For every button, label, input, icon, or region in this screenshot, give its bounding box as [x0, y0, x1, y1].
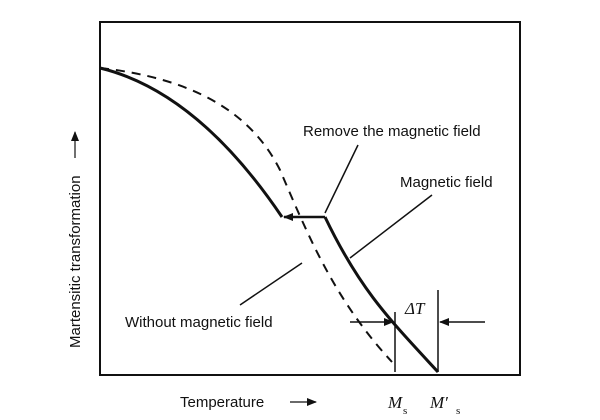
leader: [324, 144, 359, 214]
temperature-mark-sub: s: [456, 405, 460, 417]
curve-field-upper: [99, 66, 284, 218]
temperature-mark: M: [387, 393, 403, 412]
annotation: Remove the magnetic field: [303, 123, 481, 140]
frame: [99, 21, 521, 376]
curve-without-field: [99, 67, 393, 363]
annotation: ΔT: [404, 299, 426, 318]
leader: [239, 262, 303, 306]
curve-field-lower: [323, 216, 440, 374]
annotation: Magnetic field: [400, 174, 493, 191]
temperature-mark: M′: [429, 393, 448, 412]
y-axis-label: Martensitic transformation: [67, 175, 84, 348]
annotation: Without magnetic field: [125, 314, 273, 331]
temperature-mark-sub: s: [403, 405, 407, 417]
leader: [349, 194, 433, 259]
x-axis-label: Temperature: [180, 394, 264, 411]
